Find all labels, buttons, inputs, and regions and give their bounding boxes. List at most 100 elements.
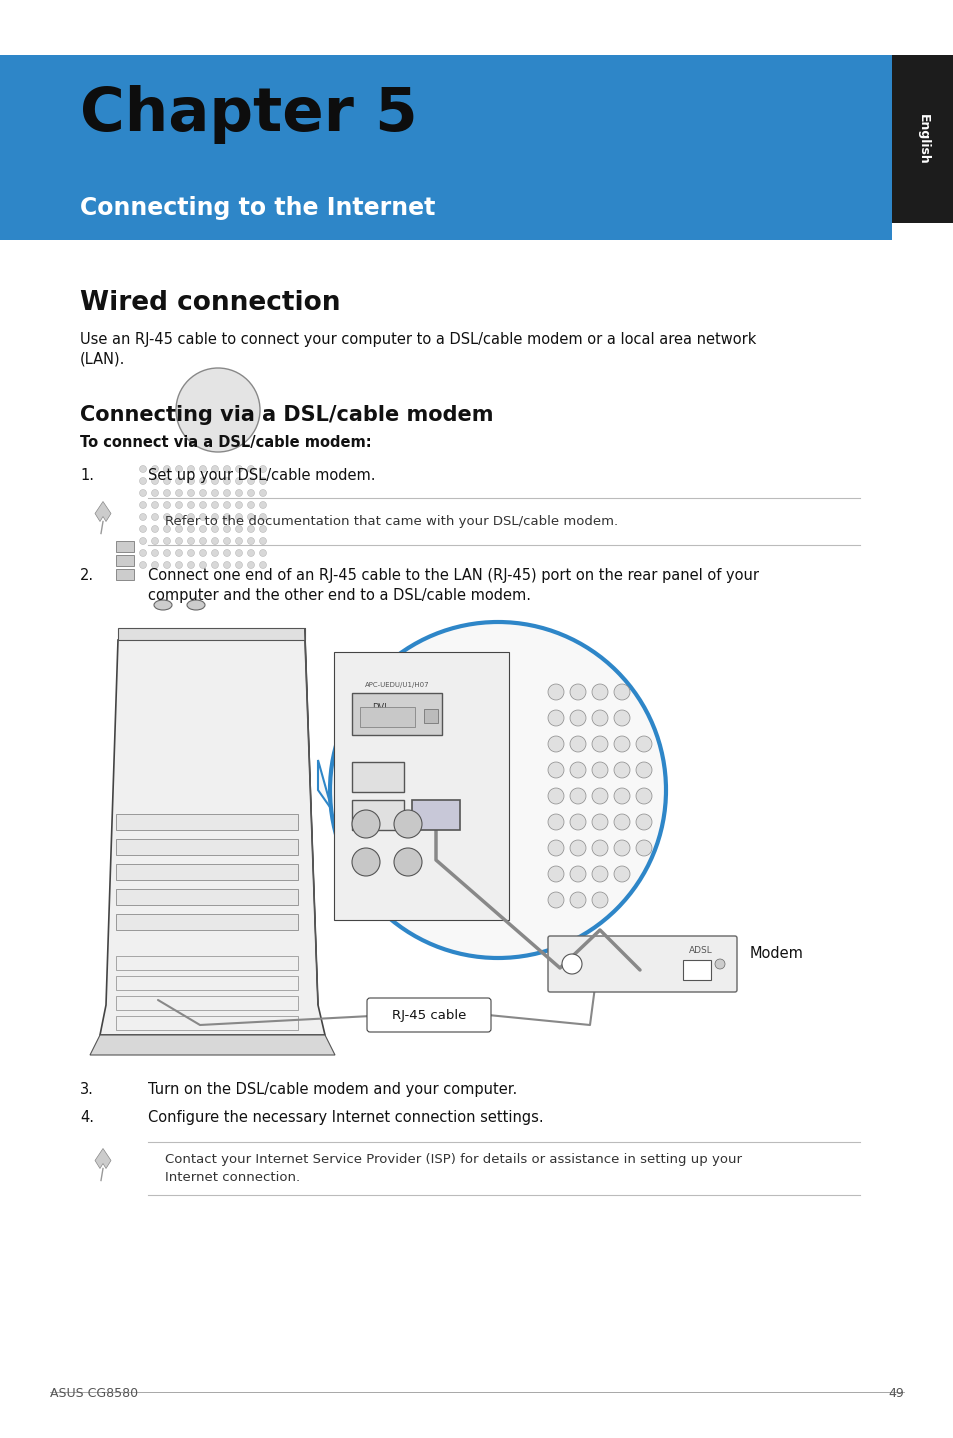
- Circle shape: [199, 549, 206, 557]
- FancyBboxPatch shape: [367, 998, 491, 1032]
- Circle shape: [139, 489, 147, 496]
- Circle shape: [569, 710, 585, 726]
- Circle shape: [175, 561, 182, 568]
- Circle shape: [152, 538, 158, 545]
- Circle shape: [569, 840, 585, 856]
- Circle shape: [247, 561, 254, 568]
- Bar: [116, 889, 297, 905]
- Bar: [116, 956, 297, 971]
- Bar: [352, 693, 441, 735]
- Circle shape: [163, 489, 171, 496]
- Text: English: English: [916, 114, 928, 164]
- Circle shape: [247, 489, 254, 496]
- Circle shape: [352, 810, 379, 838]
- Text: computer and the other end to a DSL/cable modem.: computer and the other end to a DSL/cabl…: [148, 588, 531, 603]
- Circle shape: [152, 525, 158, 532]
- Text: Configure the necessary Internet connection settings.: Configure the necessary Internet connect…: [148, 1110, 543, 1125]
- Circle shape: [223, 502, 231, 509]
- Circle shape: [163, 525, 171, 532]
- Bar: [116, 864, 297, 880]
- Polygon shape: [118, 628, 305, 640]
- Circle shape: [259, 466, 266, 473]
- Text: Connecting to the Internet: Connecting to the Internet: [80, 196, 435, 220]
- Bar: [359, 707, 415, 728]
- Circle shape: [714, 959, 724, 969]
- Circle shape: [259, 502, 266, 509]
- Circle shape: [636, 736, 651, 752]
- Circle shape: [152, 513, 158, 521]
- Circle shape: [139, 466, 147, 473]
- Circle shape: [592, 892, 607, 907]
- Circle shape: [163, 502, 171, 509]
- Bar: [116, 541, 133, 552]
- Circle shape: [547, 736, 563, 752]
- Text: To connect via a DSL/cable modem:: To connect via a DSL/cable modem:: [80, 436, 372, 450]
- Circle shape: [259, 525, 266, 532]
- Text: Connect one end of an RJ-45 cable to the LAN (RJ-45) port on the rear panel of y: Connect one end of an RJ-45 cable to the…: [148, 568, 759, 582]
- Circle shape: [235, 513, 242, 521]
- Circle shape: [569, 736, 585, 752]
- Text: Internet connection.: Internet connection.: [165, 1171, 300, 1183]
- Circle shape: [247, 513, 254, 521]
- Polygon shape: [305, 628, 317, 1005]
- Circle shape: [569, 866, 585, 881]
- Bar: [116, 915, 297, 930]
- Circle shape: [394, 848, 421, 876]
- Circle shape: [547, 710, 563, 726]
- Ellipse shape: [187, 600, 205, 610]
- Circle shape: [188, 561, 194, 568]
- Circle shape: [139, 477, 147, 485]
- Circle shape: [188, 466, 194, 473]
- Circle shape: [152, 502, 158, 509]
- Circle shape: [636, 788, 651, 804]
- Circle shape: [235, 538, 242, 545]
- Circle shape: [188, 489, 194, 496]
- Circle shape: [175, 513, 182, 521]
- Circle shape: [247, 549, 254, 557]
- Circle shape: [247, 502, 254, 509]
- Circle shape: [139, 538, 147, 545]
- Circle shape: [152, 561, 158, 568]
- Text: Connecting via a DSL/cable modem: Connecting via a DSL/cable modem: [80, 406, 493, 426]
- Text: 3.: 3.: [80, 1081, 93, 1097]
- Circle shape: [614, 814, 629, 830]
- Circle shape: [569, 814, 585, 830]
- Bar: [116, 814, 297, 830]
- Polygon shape: [90, 1035, 335, 1055]
- Circle shape: [247, 538, 254, 545]
- Circle shape: [199, 466, 206, 473]
- Circle shape: [175, 466, 182, 473]
- Circle shape: [212, 525, 218, 532]
- Text: Wired connection: Wired connection: [80, 290, 340, 316]
- Circle shape: [636, 840, 651, 856]
- Circle shape: [199, 538, 206, 545]
- Circle shape: [614, 866, 629, 881]
- Circle shape: [212, 513, 218, 521]
- Text: 1.: 1.: [80, 467, 94, 483]
- Circle shape: [223, 477, 231, 485]
- Bar: [116, 997, 297, 1009]
- Circle shape: [235, 489, 242, 496]
- Circle shape: [547, 840, 563, 856]
- Circle shape: [330, 623, 665, 958]
- Text: (LAN).: (LAN).: [80, 352, 125, 367]
- Circle shape: [188, 538, 194, 545]
- Circle shape: [636, 814, 651, 830]
- Circle shape: [223, 513, 231, 521]
- Text: Set up your DSL/cable modem.: Set up your DSL/cable modem.: [148, 467, 375, 483]
- Circle shape: [163, 549, 171, 557]
- Circle shape: [223, 549, 231, 557]
- Circle shape: [139, 513, 147, 521]
- Text: 4.: 4.: [80, 1110, 94, 1125]
- Circle shape: [223, 538, 231, 545]
- Text: APC-UEDU/U1/H07: APC-UEDU/U1/H07: [364, 682, 429, 687]
- Circle shape: [188, 477, 194, 485]
- Circle shape: [569, 788, 585, 804]
- Circle shape: [247, 525, 254, 532]
- Bar: [352, 762, 403, 792]
- Circle shape: [223, 489, 231, 496]
- Bar: [116, 555, 133, 567]
- Circle shape: [175, 489, 182, 496]
- Circle shape: [614, 736, 629, 752]
- Circle shape: [569, 892, 585, 907]
